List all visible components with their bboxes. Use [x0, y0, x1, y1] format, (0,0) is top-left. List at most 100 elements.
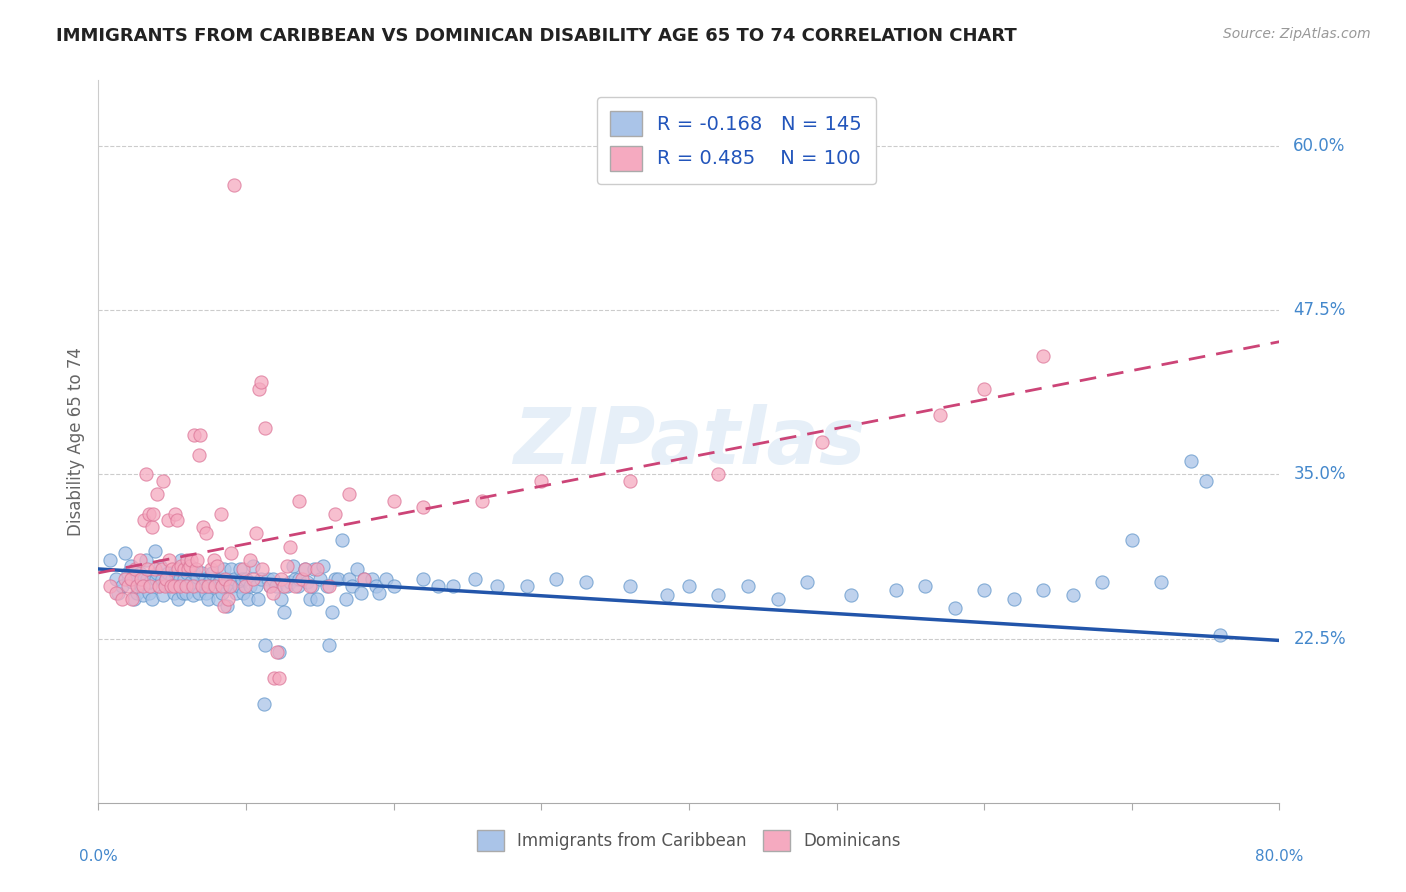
Point: [149, 559, 172, 574]
Point: [200, 573, 222, 587]
Point: [132, 579, 155, 593]
Text: 0.0%: 0.0%: [79, 849, 118, 863]
Point: [766, 592, 789, 607]
Point: [135, 553, 157, 567]
Point: [242, 559, 264, 574]
Point: [267, 671, 290, 685]
Point: [236, 592, 259, 607]
Point: [165, 507, 187, 521]
Point: [737, 579, 759, 593]
Point: [128, 566, 150, 580]
Point: [368, 585, 391, 599]
Point: [232, 585, 254, 599]
Point: [222, 579, 245, 593]
Point: [360, 573, 382, 587]
Point: [162, 573, 183, 587]
Point: [98, 553, 121, 567]
Point: [183, 566, 205, 580]
Point: [266, 645, 288, 659]
Point: [350, 585, 373, 599]
Point: [148, 579, 170, 593]
Point: [166, 579, 188, 593]
Point: [125, 579, 148, 593]
Point: [221, 562, 243, 576]
Text: Source: ZipAtlas.com: Source: ZipAtlas.com: [1223, 27, 1371, 41]
Point: [165, 566, 187, 580]
Point: [122, 592, 145, 607]
Point: [184, 579, 207, 593]
Text: 22.5%: 22.5%: [1294, 630, 1346, 648]
Point: [167, 592, 190, 607]
Point: [270, 592, 292, 607]
Point: [655, 588, 678, 602]
Point: [1032, 582, 1054, 597]
Point: [294, 562, 316, 576]
Point: [262, 585, 284, 599]
Point: [619, 579, 641, 593]
Point: [124, 562, 146, 576]
Point: [284, 579, 307, 593]
Point: [152, 588, 174, 602]
Text: IMMIGRANTS FROM CARIBBEAN VS DOMINICAN DISABILITY AGE 65 TO 74 CORRELATION CHART: IMMIGRANTS FROM CARIBBEAN VS DOMINICAN D…: [56, 27, 1017, 45]
Point: [218, 579, 240, 593]
Point: [195, 585, 218, 599]
Point: [146, 566, 169, 580]
Point: [382, 493, 405, 508]
Point: [232, 562, 254, 576]
Point: [194, 573, 217, 587]
Point: [326, 573, 349, 587]
Point: [211, 579, 233, 593]
Point: [191, 566, 214, 580]
Point: [202, 579, 225, 593]
Point: [128, 553, 150, 567]
Point: [259, 579, 281, 593]
Point: [129, 573, 152, 587]
Point: [121, 592, 143, 607]
Text: 47.5%: 47.5%: [1294, 301, 1346, 319]
Point: [707, 467, 730, 482]
Point: [273, 579, 295, 593]
Point: [111, 592, 134, 607]
Point: [153, 579, 176, 593]
Point: [139, 579, 162, 593]
Point: [298, 592, 321, 607]
Point: [353, 573, 375, 587]
Point: [120, 573, 142, 587]
Point: [250, 376, 273, 390]
Point: [152, 474, 174, 488]
Point: [186, 570, 208, 584]
Point: [183, 428, 205, 442]
Point: [253, 698, 276, 712]
Point: [245, 526, 267, 541]
Point: [233, 579, 256, 593]
Point: [125, 585, 148, 599]
Point: [330, 533, 353, 547]
Text: 80.0%: 80.0%: [1256, 849, 1303, 863]
Point: [214, 573, 236, 587]
Point: [224, 573, 246, 587]
Point: [284, 573, 307, 587]
Point: [301, 579, 323, 593]
Point: [124, 573, 146, 587]
Point: [309, 573, 332, 587]
Point: [153, 575, 176, 590]
Point: [973, 582, 995, 597]
Point: [1180, 454, 1202, 468]
Y-axis label: Disability Age 65 to 74: Disability Age 65 to 74: [66, 347, 84, 536]
Legend: Immigrants from Caribbean, Dominicans: Immigrants from Caribbean, Dominicans: [468, 822, 910, 860]
Point: [973, 382, 995, 396]
Point: [174, 579, 197, 593]
Point: [105, 585, 128, 599]
Point: [335, 592, 357, 607]
Point: [179, 559, 201, 574]
Point: [177, 562, 200, 576]
Point: [295, 575, 318, 590]
Point: [441, 579, 464, 593]
Point: [245, 579, 267, 593]
Point: [111, 579, 134, 593]
Point: [159, 579, 181, 593]
Point: [204, 579, 226, 593]
Point: [342, 579, 364, 593]
Text: ZIPatlas: ZIPatlas: [513, 403, 865, 480]
Point: [1121, 533, 1143, 547]
